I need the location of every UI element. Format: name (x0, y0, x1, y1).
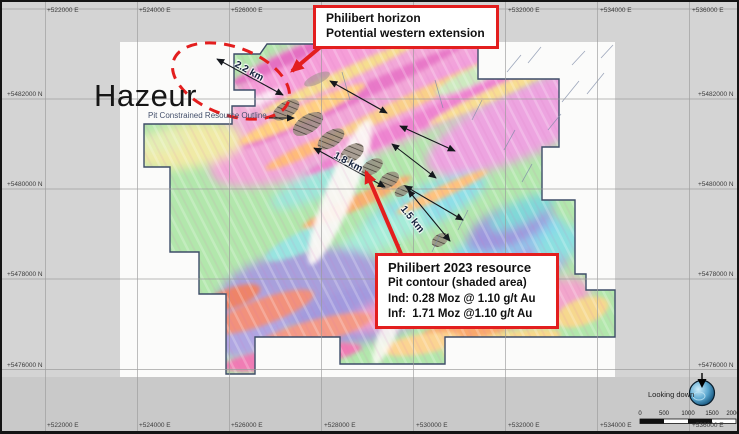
bottom-margin-strip (2, 377, 737, 431)
easting-label: +528000 E (324, 422, 356, 429)
easting-label: +534000 E (600, 422, 632, 429)
trend-arrow (404, 185, 464, 221)
orientation-label: Looking down (648, 390, 695, 399)
callout-bottom-arrow (364, 169, 404, 257)
callout-top-line2: Potential western extension (326, 26, 485, 40)
northing-label: +5480000 N (7, 181, 43, 188)
easting-label: +532000 E (508, 7, 540, 14)
easting-label: +522000 E (47, 422, 79, 429)
trend-arrow (399, 125, 456, 152)
arrow-2-2km (216, 58, 284, 96)
scale-tick-label: 500 (658, 411, 669, 417)
northing-label: +5480000 N (698, 181, 734, 188)
easting-label: +534000 E (600, 7, 632, 14)
scale-tick-label: 1000 (681, 411, 695, 417)
pit-outline-label: Pit Constrained Resource Outline (148, 111, 267, 120)
easting-label: +526000 E (231, 7, 263, 14)
easting-label: +526000 E (231, 422, 263, 429)
northing-label: +5478000 N (7, 271, 43, 278)
callout-2023-resource: Philibert 2023 resource Pit contour (sha… (375, 253, 559, 329)
easting-label: +524000 E (139, 422, 171, 429)
easting-label: +532000 E (508, 422, 540, 429)
callout-bottom-title: Philibert 2023 resource (388, 260, 532, 275)
trend-arrow (391, 143, 437, 179)
northing-label: +5476000 N (698, 362, 734, 369)
scale-tick-label: 0 (638, 411, 642, 417)
scale-tick-label: 2000 (726, 411, 739, 417)
easting-label: +536000 E (692, 7, 724, 14)
easting-label: +522000 E (47, 7, 79, 14)
easting-label: +530000 E (416, 422, 448, 429)
callout-bottom-line2: Ind: 0.28 Moz @ 1.10 g/t Au (388, 292, 536, 305)
northing-label: +5476000 N (7, 362, 43, 369)
northing-label: +5482000 N (7, 91, 43, 98)
northing-label: +5478000 N (698, 271, 734, 278)
area-name-hazeur: Hazeur (94, 78, 197, 113)
easting-label: +524000 E (139, 7, 171, 14)
northing-label: +5482000 N (698, 91, 734, 98)
callout-western-extension: Philibert horizon Potential western exte… (313, 5, 499, 49)
scale-tick-label: 1500 (705, 411, 719, 417)
easting-label: +536000 E (692, 422, 724, 429)
claim-boundary-outline (143, 43, 616, 375)
orientation-globe-icon (688, 373, 716, 407)
trend-arrow (329, 80, 388, 114)
western-extension-ellipse (171, 41, 291, 121)
scale-bar (639, 418, 737, 424)
callout-bottom-line3: Inf: 1.71 Moz @1.10 g/t Au (388, 308, 533, 320)
callout-top-line1: Philibert horizon (326, 11, 421, 25)
callout-bottom-line1: Pit contour (shaded area) (388, 277, 527, 289)
